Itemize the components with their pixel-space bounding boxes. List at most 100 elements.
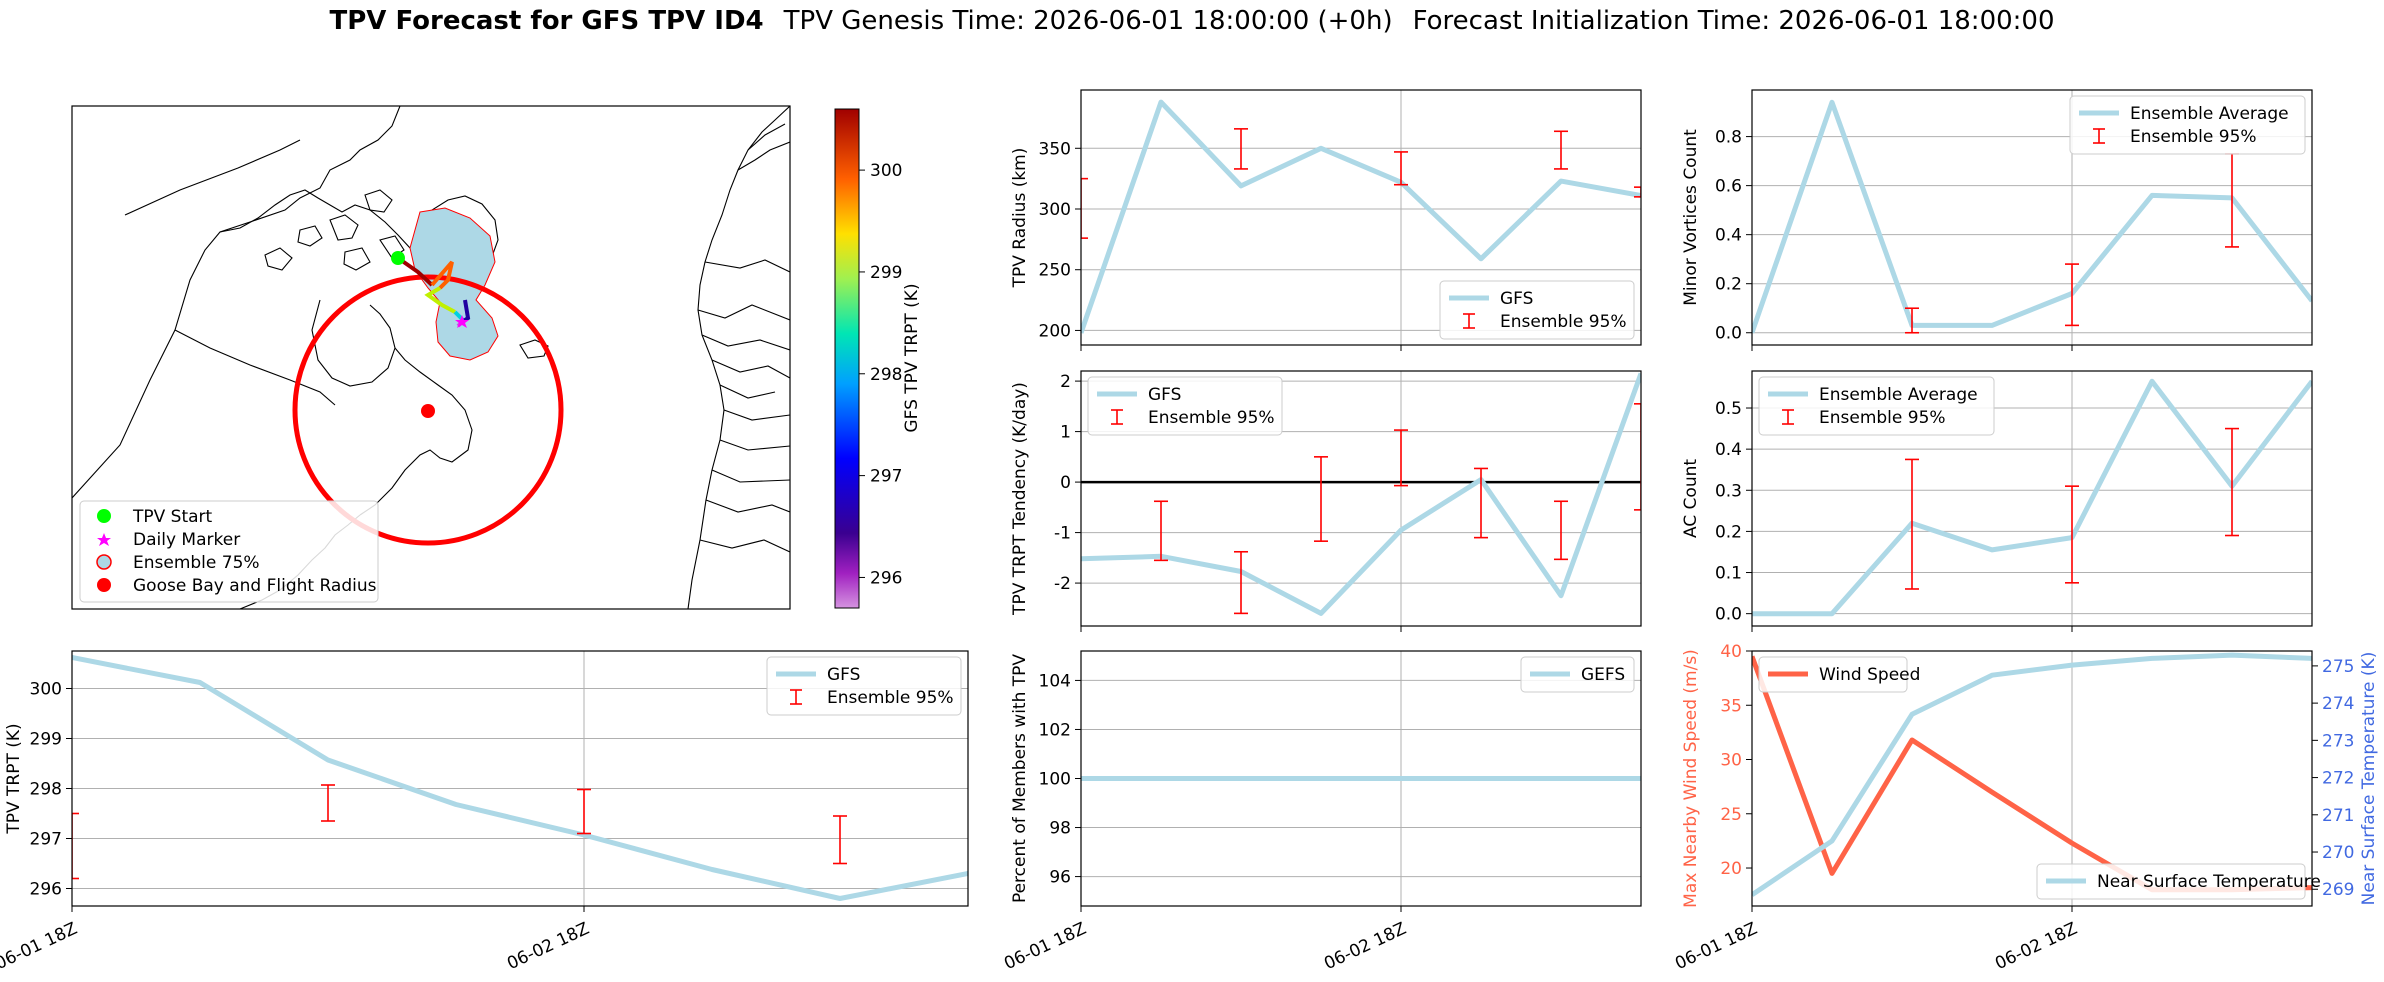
y-tick-label: 0.2 [1715, 522, 1742, 542]
error-bar [2065, 485, 2079, 584]
axes-frame [1751, 370, 2313, 627]
legend-label: GFS [827, 665, 860, 685]
x-tick-label: 06-01 18Z [0, 919, 80, 974]
series-line-gfs [72, 655, 968, 901]
colorbar-label: GFS TPV TRPT (K) [902, 283, 922, 432]
legend: GFS Ensemble 95% [766, 656, 962, 716]
chart-minor: 0.0 0.2 0.4 0.6 0.8 Minor Vortices Count Ensem… [1681, 89, 2313, 351]
arctic-islands [264, 189, 405, 271]
series-line-gfs [1081, 372, 1641, 616]
error-bar [1234, 550, 1248, 615]
y-tick-label: 298 [30, 780, 62, 800]
y-tick-label: 20 [1720, 859, 1742, 879]
legend-label: Ensemble 95% [1819, 408, 1946, 428]
error-bar [1234, 128, 1248, 170]
legend: GFS Ensemble 95% [1439, 280, 1635, 340]
chart-wind: 20 25 30 35 40 269 270 271 272 273 274 275 06-01 18Z… [1672, 642, 2379, 974]
legend: GFS Ensemble 95% [1087, 376, 1283, 436]
y-tick-label: 0.2 [1715, 275, 1742, 295]
legend: Ensemble Average Ensemble 95% [2069, 95, 2306, 155]
y-tick-label: 25 [1720, 805, 1742, 825]
figure-title-init: Forecast Initialization Time: 2026-06-01… [1412, 6, 2055, 36]
legend-label: GEFS [1581, 665, 1625, 685]
chart-tendency: -2 -1 0 1 2 TPV TRPT Tendency (K/day) GFS Ensem… [1010, 370, 1642, 632]
legend: GEFS [1520, 656, 1635, 693]
map-legend: TPV Start Daily Marker Ensemble 75% Goos… [79, 500, 379, 603]
tpv-start-marker [391, 251, 405, 265]
legend-label: Ensemble 95% [2130, 127, 2257, 147]
chart-ac: 0.0 0.1 0.2 0.3 0.4 0.5 AC Count Ensemble Avera… [1681, 370, 2313, 632]
y-tick-label: 35 [1720, 696, 1742, 716]
error-bar [1154, 500, 1168, 562]
y-tick-label: 98 [1049, 819, 1071, 839]
axes-frame [1080, 650, 1642, 907]
legend-start-icon [97, 509, 111, 523]
error-bar [1394, 151, 1408, 186]
y-tick-label: 2 [1060, 372, 1071, 392]
y-tick-label: 0.0 [1715, 324, 1742, 344]
y-tick-label: 0.4 [1715, 226, 1742, 246]
axes-frame [1751, 89, 2313, 346]
error-bar [1474, 467, 1488, 539]
y-tick-label: 250 [1039, 261, 1071, 281]
y-tick-label: 350 [1039, 139, 1071, 159]
ensemble-75-contour [409, 207, 499, 361]
goose-bay-marker [421, 404, 435, 418]
error-bar [321, 784, 335, 822]
figure-title-genesis: TPV Genesis Time: 2026-06-01 18:00:00 (+… [783, 6, 1393, 36]
error-bar [1634, 186, 1641, 198]
legend: Near Surface Temperature [2036, 863, 2321, 900]
y-tick-label: 296 [30, 880, 62, 900]
legend-ensemble-label: Ensemble 75% [133, 553, 260, 573]
axes-frame [1080, 370, 1642, 627]
error-bar [1905, 458, 1919, 590]
series-line-ensemble-average [1752, 378, 2312, 617]
legend-goose-bay-icon [97, 578, 111, 592]
error-bar [2065, 263, 2079, 327]
y-axis-label: TPV TRPT (K) [4, 723, 24, 834]
map-panel: TPV Start Daily Marker Ensemble 75% Goos… [71, 105, 922, 610]
y-right-tick-label: 270 [2322, 843, 2354, 863]
y-tick-label: 102 [1039, 720, 1071, 740]
error-bar [1081, 177, 1088, 239]
y-tick-label: 0 [1060, 473, 1071, 493]
legend-label: GFS [1500, 289, 1533, 309]
tpv-track-segment-3 [424, 286, 456, 314]
chart-percent: 96 98 100 102 104 06-01 18Z 06-02 18Z Percent o… [1001, 650, 1642, 974]
y-right-tick-label: 273 [2322, 731, 2354, 751]
y-axis-label: AC Count [1681, 459, 1701, 538]
legend-box [2069, 95, 2306, 155]
error-bar [72, 812, 79, 880]
y-tick-label: 0.1 [1715, 564, 1742, 584]
north-america-coast [72, 106, 401, 499]
legend-star-icon [97, 533, 111, 546]
x-tick-label: 06-02 18Z [504, 919, 592, 974]
y-axis-label: TPV TRPT Tendency (K/day) [1010, 382, 1030, 616]
tpv-track-segment-1 [396, 256, 434, 287]
error-bar [1905, 307, 1919, 334]
figure-title-main: TPV Forecast for GFS TPV ID4 [329, 6, 764, 36]
y-tick-label: 0.3 [1715, 481, 1742, 501]
y-tick-label: 0.5 [1715, 399, 1742, 419]
legend-box [1758, 376, 1995, 436]
colorbar-tick-label: 298 [870, 365, 902, 385]
y-tick-label: 200 [1039, 321, 1071, 341]
legend-label: Ensemble 95% [1148, 408, 1275, 428]
legend-label: Ensemble Average [2130, 104, 2289, 124]
error-bar [1554, 500, 1568, 561]
canada-us-border [174, 329, 336, 406]
chart-radius: 200 250 300 350 TPV Radius (km) GFS Ensemble 9… [1010, 89, 1642, 351]
axes-frame [1751, 650, 2313, 907]
legend-ensemble-icon [96, 554, 112, 570]
y-axis-label: Minor Vortices Count [1681, 129, 1701, 306]
series-line-gfs [1081, 99, 1641, 334]
series-layer [1081, 372, 1641, 616]
y-right-tick-label: 275 [2322, 657, 2354, 677]
y-axis-label: Max Nearby Wind Speed (m/s) [1681, 649, 1701, 908]
legend-label: Wind Speed [1819, 665, 1920, 685]
error-bar [1554, 130, 1568, 170]
x-tick-label: 06-02 18Z [1321, 919, 1409, 974]
axes-frame [71, 650, 969, 907]
legend-label: GFS [1148, 385, 1181, 405]
series-line-near-surface-temperature [1752, 652, 2312, 897]
